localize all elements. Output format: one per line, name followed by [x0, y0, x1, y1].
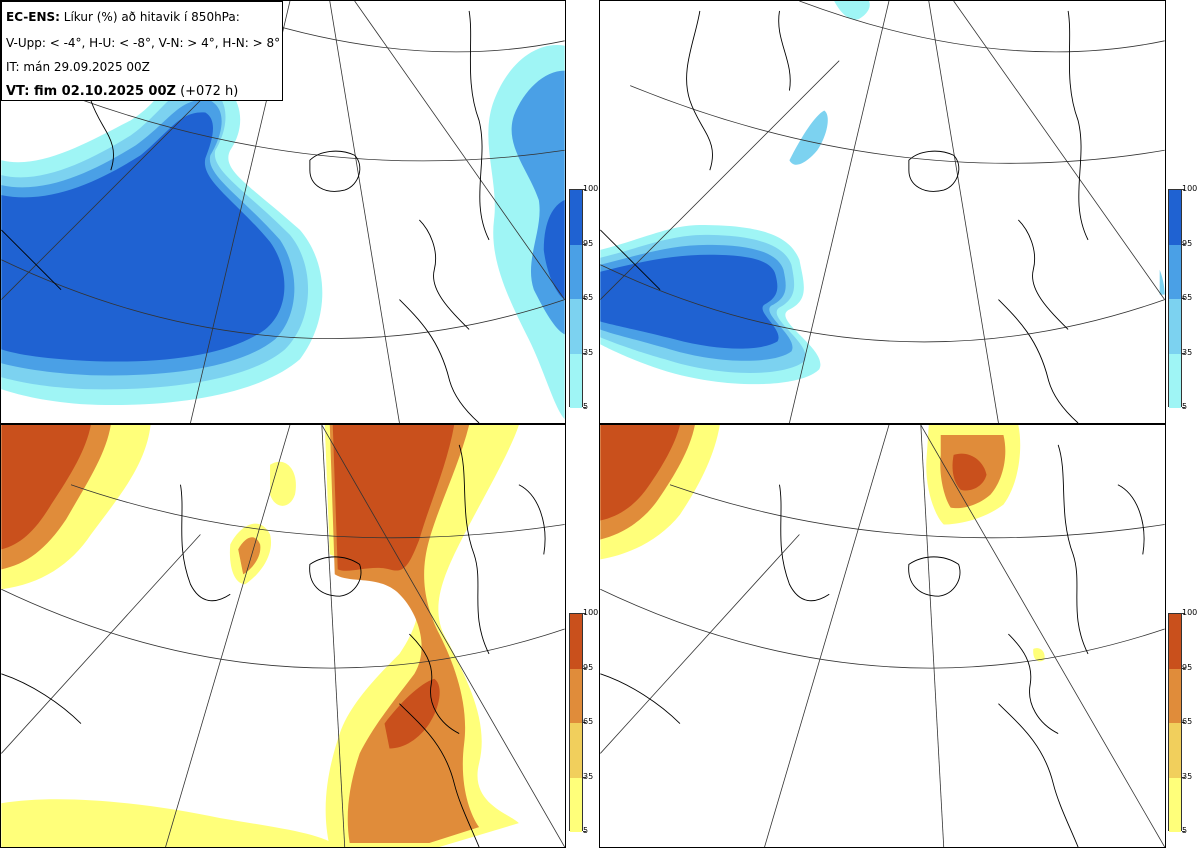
colorbar-tick-label: 65 — [1182, 293, 1193, 302]
colorbar-tick-mark — [583, 613, 586, 614]
probability-area-peak — [270, 461, 296, 506]
colorbar-segment — [570, 723, 582, 778]
colorbar-segment — [570, 668, 582, 723]
lead-time: (+072 h) — [180, 84, 239, 99]
colorbar-tick-mark — [1182, 776, 1185, 778]
colorbar-segment — [1169, 244, 1181, 299]
colorbar-bottom-right — [1168, 613, 1182, 832]
colorbar-tick-label: 95 — [583, 238, 594, 248]
probability-area-mid — [789, 110, 828, 165]
colorbar-tick-mark — [583, 352, 586, 354]
init-time: IT: mán 29.09.2025 00Z — [6, 60, 150, 74]
colorbar-tick-label: 35 — [1182, 771, 1193, 781]
threshold-text: V-Upp: < -4°, H-U: < -8°, V-N: > 4°, H-N… — [6, 36, 281, 50]
colorbar-tick-mark — [1182, 243, 1185, 245]
colorbar-tick-mark — [1182, 667, 1185, 669]
colorbar-tick-label: 100 — [583, 608, 599, 617]
model-label: EC-ENS: — [6, 10, 60, 24]
colorbar-tick-mark — [1182, 831, 1185, 832]
colorbar-segment — [570, 614, 582, 669]
colorbar-tick-label: 65 — [1182, 717, 1193, 726]
graticule — [1, 425, 565, 847]
colorbar-tick-label: 100 — [1182, 184, 1198, 193]
colorbar-tick-label: 100 — [583, 184, 599, 193]
colorbar-segment — [1169, 668, 1181, 723]
colorbar-tick-mark — [583, 722, 586, 723]
map-canvas — [1, 425, 565, 847]
colorbar-tick-label: 95 — [583, 662, 594, 672]
colorbar-top-right — [1168, 189, 1182, 408]
colorbar-tick-mark — [1182, 613, 1185, 614]
colorbar-tick-mark — [1182, 407, 1185, 408]
probability-area-greenland-65 — [238, 537, 261, 575]
colorbar-tick-label: 65 — [583, 293, 594, 302]
colorbar-segment — [1169, 299, 1181, 354]
colorbar-tick-label: 35 — [583, 347, 594, 357]
colorbar-tick-label: 95 — [1182, 238, 1193, 248]
map-panel-warm-8 — [599, 424, 1166, 848]
colorbar-tick-mark — [1182, 722, 1185, 723]
probability-area-east-95 — [543, 200, 565, 300]
colorbar-segment — [1169, 614, 1181, 669]
colorbar-tick-label: 35 — [1182, 347, 1193, 357]
colorbar-tick-mark — [583, 407, 586, 408]
colorbar-segment — [570, 244, 582, 299]
colorbar-tick-label: 65 — [583, 717, 594, 726]
colorbar-segment — [570, 299, 582, 354]
graticule — [600, 425, 1165, 847]
colorbar-tick-label: 35 — [583, 771, 594, 781]
info-box: EC-ENS: Líkur (%) að hitavik í 850hPa: V… — [1, 1, 283, 101]
probability-area-center-95 — [332, 425, 455, 571]
colorbar-tick-mark — [583, 189, 586, 190]
map-panel-warm-4 — [0, 424, 566, 848]
colorbar-tick-label: 95 — [1182, 662, 1193, 672]
map-panel-cold-4: EC-ENS: Líkur (%) að hitavik í 850hPa: V… — [0, 0, 566, 424]
map-panel-cold-8 — [599, 0, 1166, 424]
valid-time: VT: fim 02.10.2025 00Z — [6, 84, 176, 99]
coastlines — [600, 10, 1089, 423]
colorbar-bottom-left — [569, 613, 583, 832]
colorbar-tick-mark — [583, 243, 586, 245]
colorbar-tick-label: 5 — [1182, 826, 1188, 835]
colorbar-tick-label: 5 — [583, 826, 589, 835]
probability-area-south — [1, 799, 340, 847]
colorbar-segment — [570, 353, 582, 408]
map-canvas — [600, 1, 1165, 423]
colorbar-tick-mark — [1182, 298, 1185, 299]
map-canvas — [1, 1, 565, 423]
probability-area-north — [834, 1, 870, 20]
colorbar-tick-mark — [1182, 189, 1185, 190]
probability-area-nw-95 — [600, 425, 680, 521]
colorbar-tick-label: 5 — [1182, 402, 1188, 411]
colorbar-segment — [570, 190, 582, 245]
colorbar-segment — [1169, 190, 1181, 245]
probability-area-center-95b — [384, 678, 440, 749]
colorbar-top-left — [569, 189, 583, 408]
colorbar-segment — [1169, 353, 1181, 408]
probability-area-95 — [1, 112, 285, 362]
colorbar-tick-label: 100 — [1182, 608, 1198, 617]
colorbar-tick-mark — [583, 831, 586, 832]
coastlines — [1, 444, 546, 847]
title-text: Líkur (%) að hitavik í 850hPa: — [63, 10, 240, 24]
probability-area-nw-95 — [1, 425, 91, 550]
colorbar-segment — [1169, 723, 1181, 778]
graticule — [600, 1, 1165, 423]
colorbar-tick-mark — [583, 298, 586, 299]
colorbar-tick-mark — [583, 667, 586, 669]
colorbar-tick-mark — [583, 776, 586, 778]
probability-area-edge — [1159, 269, 1165, 295]
probability-area-ne-95 — [952, 453, 987, 491]
colorbar-tick-mark — [1182, 352, 1185, 354]
probability-area-small — [1033, 648, 1045, 662]
colorbar-tick-label: 5 — [583, 402, 589, 411]
colorbar-segment — [1169, 777, 1181, 832]
map-canvas — [600, 425, 1165, 847]
colorbar-segment — [570, 777, 582, 832]
coastlines — [600, 444, 1145, 847]
